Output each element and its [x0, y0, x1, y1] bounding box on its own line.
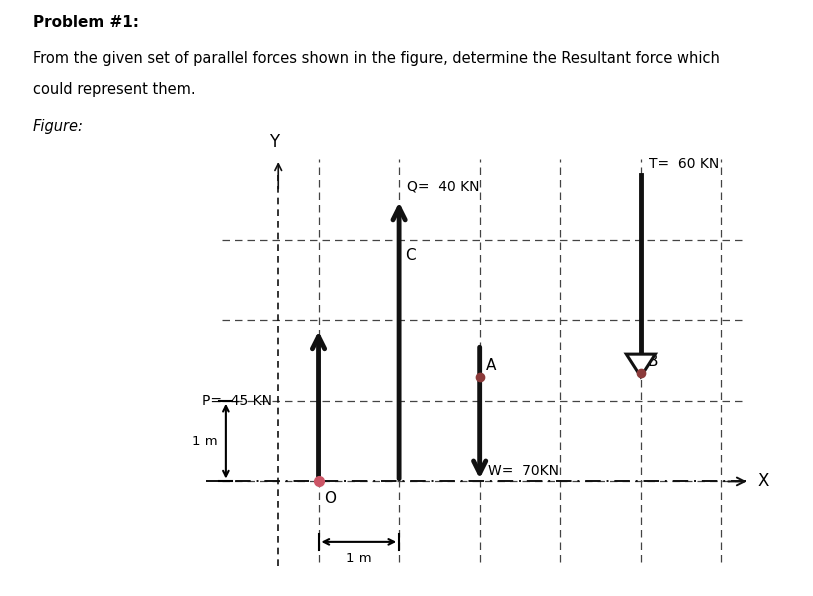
Text: C: C [405, 248, 415, 263]
Text: O: O [324, 491, 336, 506]
Text: Figure:: Figure: [33, 119, 84, 134]
Text: Problem #1:: Problem #1: [33, 15, 138, 30]
Text: could represent them.: could represent them. [33, 82, 195, 97]
Text: P=  45 KN: P= 45 KN [202, 394, 272, 408]
Text: W=  70KN: W= 70KN [488, 464, 559, 478]
Text: T=  60 KN: T= 60 KN [649, 157, 720, 171]
Text: X: X [758, 473, 769, 491]
Polygon shape [626, 354, 655, 377]
Text: A: A [486, 358, 497, 372]
Text: B: B [647, 353, 658, 369]
Text: 1 m: 1 m [192, 434, 218, 448]
Text: 1 m: 1 m [346, 551, 372, 564]
Text: Q=  40 KN: Q= 40 KN [407, 180, 480, 194]
Text: Y: Y [269, 133, 280, 151]
Text: From the given set of parallel forces shown in the figure, determine the Resulta: From the given set of parallel forces sh… [33, 51, 720, 66]
